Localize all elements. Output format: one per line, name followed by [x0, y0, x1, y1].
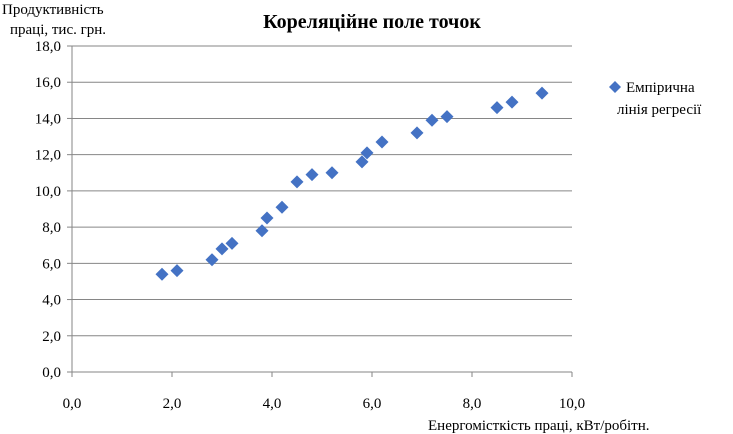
data-point [360, 146, 374, 160]
legend-label-line-2: лінія регресії [617, 102, 702, 118]
y-tick-label: 12,0 [35, 148, 61, 164]
data-point [205, 253, 219, 267]
data-point [225, 236, 239, 250]
data-point [290, 175, 304, 189]
x-tick-label: 10,0 [559, 396, 585, 412]
y-tick-label: 2,0 [42, 329, 61, 345]
data-point [490, 101, 504, 115]
y-tick-label: 14,0 [35, 111, 61, 127]
chart-title: Кореляційне поле точок [263, 11, 481, 33]
x-tick-label: 8,0 [463, 396, 482, 412]
data-points [155, 86, 549, 281]
data-point [260, 211, 274, 225]
y-tick-label: 18,0 [35, 39, 61, 55]
y-axis-label: Продуктивність праці, тис. грн. [2, 2, 107, 38]
gridlines [72, 45, 572, 337]
x-tick-label: 4,0 [263, 396, 282, 412]
data-point [440, 110, 454, 124]
y-tick-labels: 0,0 2,0 4,0 6,0 8,0 10,0 12,0 14,0 16,0 18,0 [35, 39, 61, 381]
data-point [425, 113, 439, 127]
x-tick-label: 2,0 [163, 396, 182, 412]
data-point [305, 168, 319, 182]
legend-label-line-1: Емпірична [626, 80, 695, 96]
y-tick-label: 8,0 [42, 220, 61, 236]
legend-marker-diamond [609, 81, 621, 93]
y-tick-label: 4,0 [42, 293, 61, 309]
data-point [275, 200, 289, 214]
x-tick-labels: 0,0 2,0 4,0 6,0 8,0 10,0 [63, 396, 586, 412]
y-tick-label: 10,0 [35, 184, 61, 200]
data-point [355, 155, 369, 169]
axes [67, 45, 573, 377]
data-point [170, 264, 184, 278]
x-tick-label: 6,0 [363, 396, 382, 412]
x-axis-label: Енергомісткість праці, кВт/робітн. [428, 418, 650, 434]
y-tick-label: 0,0 [42, 365, 61, 381]
legend-label: Емпірична лінія регресії [617, 80, 702, 118]
data-point [155, 267, 169, 281]
y-axis-label-line-2: праці, тис. грн. [10, 22, 106, 38]
data-point [215, 242, 229, 256]
data-point [535, 86, 549, 100]
data-point [375, 135, 389, 149]
legend: Емпірична лінія регресії [609, 80, 702, 118]
data-point [325, 166, 339, 180]
data-point [505, 95, 519, 109]
y-tick-label: 16,0 [35, 75, 61, 91]
data-point [410, 126, 424, 140]
y-tick-label: 6,0 [42, 256, 61, 272]
x-tick-label: 0,0 [63, 396, 82, 412]
data-point [255, 224, 269, 238]
y-axis-label-line-1: Продуктивність [2, 2, 104, 18]
